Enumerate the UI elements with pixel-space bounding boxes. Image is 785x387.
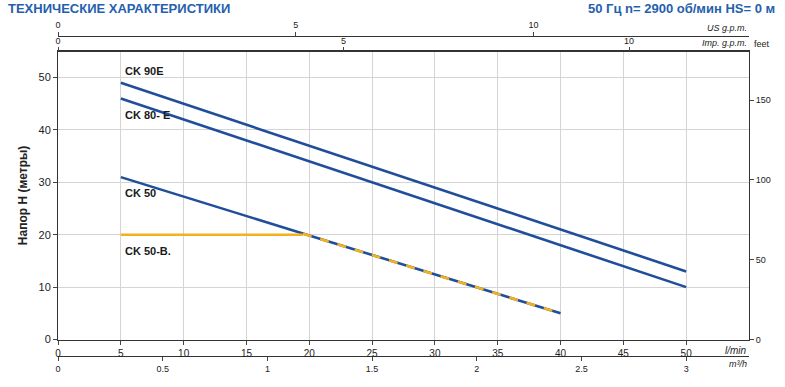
svg-text:30: 30	[429, 348, 441, 359]
svg-text:US g.p.m.: US g.p.m.	[707, 23, 747, 33]
svg-text:2: 2	[474, 364, 479, 374]
svg-text:10: 10	[39, 281, 51, 293]
svg-text:m³/h: m³/h	[729, 359, 747, 369]
svg-text:1.5: 1.5	[366, 364, 379, 374]
svg-text:50: 50	[39, 71, 51, 83]
svg-text:5: 5	[341, 36, 346, 46]
svg-text:50: 50	[681, 348, 693, 359]
svg-text:Imp. g.p.m.: Imp. g.p.m.	[702, 38, 747, 48]
svg-text:150: 150	[756, 95, 771, 105]
svg-text:40: 40	[39, 124, 51, 136]
svg-text:0: 0	[55, 36, 60, 46]
svg-text:l/min: l/min	[725, 345, 747, 356]
svg-text:10: 10	[178, 348, 190, 359]
svg-text:35: 35	[492, 348, 504, 359]
svg-text:5: 5	[118, 348, 124, 359]
svg-text:40: 40	[555, 348, 567, 359]
svg-text:0: 0	[45, 333, 51, 345]
svg-text:feet: feet	[754, 39, 770, 49]
svg-text:15: 15	[241, 348, 253, 359]
svg-text:1: 1	[265, 364, 270, 374]
svg-text:0: 0	[55, 348, 61, 359]
svg-text:3: 3	[684, 364, 689, 374]
svg-text:10: 10	[624, 36, 634, 46]
svg-text:Напор H (метры): Напор H (метры)	[16, 146, 30, 245]
svg-text:CK 90E: CK 90E	[125, 65, 164, 77]
svg-text:30: 30	[39, 176, 51, 188]
svg-text:100: 100	[756, 175, 771, 185]
svg-text:45: 45	[618, 348, 630, 359]
svg-text:10: 10	[529, 20, 539, 30]
svg-text:0: 0	[55, 364, 60, 374]
svg-text:20: 20	[304, 348, 316, 359]
svg-text:50 Гц n= 2900 об/мин HS= 0 м: 50 Гц n= 2900 об/мин HS= 0 м	[588, 1, 775, 16]
svg-text:ТЕХНИЧЕСКИЕ ХАРАКТЕРИСТИКИ: ТЕХНИЧЕСКИЕ ХАРАКТЕРИСТИКИ	[8, 1, 230, 16]
svg-text:0: 0	[55, 20, 60, 30]
svg-text:5: 5	[293, 20, 298, 30]
svg-text:25: 25	[367, 348, 379, 359]
svg-text:CK 50: CK 50	[125, 187, 156, 199]
svg-text:2.5: 2.5	[575, 364, 588, 374]
svg-text:CK 80- E: CK 80- E	[125, 109, 170, 121]
svg-text:CK 50-B.: CK 50-B.	[125, 245, 171, 257]
svg-text:50: 50	[756, 255, 766, 265]
svg-text:0.5: 0.5	[156, 364, 169, 374]
svg-text:20: 20	[39, 229, 51, 241]
svg-text:0: 0	[756, 335, 761, 345]
